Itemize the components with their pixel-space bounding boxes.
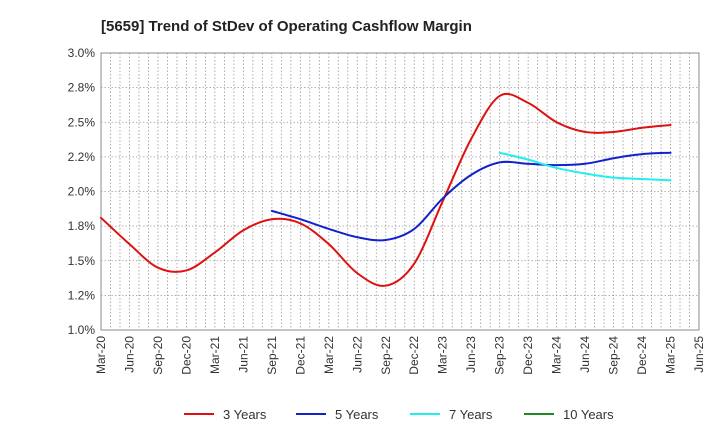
x-axis-ticks: Mar-20 Jun-20 Sep-20 Dec-20 Mar-21 Jun-21 Sep-… [94, 336, 706, 375]
grid-lines [101, 53, 699, 330]
x-tick-label: Mar-21 [208, 336, 222, 374]
x-tick-label: Jun-25 [692, 336, 706, 373]
x-tick-label: Sep-22 [379, 336, 393, 375]
legend: 3 Years 5 Years 7 Years 10 Years [184, 407, 614, 422]
series-line-5-years [270, 151, 672, 242]
series-line-7-years [498, 151, 672, 182]
x-tick-label: Sep-24 [607, 336, 621, 375]
y-tick-label: 1.8% [68, 219, 96, 233]
x-tick-label: Jun-20 [122, 336, 136, 373]
x-tick-label: Jun-22 [350, 336, 364, 373]
legend-label: 5 Years [335, 407, 379, 422]
x-tick-label: Jun-21 [236, 336, 250, 373]
x-tick-label: Dec-20 [179, 336, 193, 375]
x-tick-label: Mar-24 [550, 336, 564, 374]
series-lines [100, 92, 672, 287]
x-tick-label: Dec-23 [521, 336, 535, 375]
y-tick-label: 3.0% [68, 46, 96, 60]
y-tick-label: 2.5% [68, 115, 96, 129]
y-tick-label: 1.5% [68, 254, 96, 268]
x-tick-label: Dec-22 [407, 336, 421, 375]
y-tick-label: 1.0% [68, 323, 96, 337]
x-tick-label: Jun-23 [464, 336, 478, 373]
x-tick-label: Sep-20 [151, 336, 165, 375]
y-axis-ticks: 3.0% 2.8% 2.5% 2.2% 2.0% 1.8% 1.5% 1.2% 1.0% [68, 46, 96, 337]
x-tick-label: Jun-24 [578, 336, 592, 373]
x-tick-label: Dec-24 [635, 336, 649, 375]
y-tick-label: 2.2% [68, 150, 96, 164]
x-tick-label: Mar-20 [94, 336, 108, 374]
x-tick-label: Sep-23 [493, 336, 507, 375]
x-tick-label: Mar-23 [436, 336, 450, 374]
x-tick-label: Mar-22 [322, 336, 336, 374]
y-tick-label: 2.8% [68, 81, 96, 95]
legend-label: 3 Years [223, 407, 267, 422]
x-tick-label: Mar-25 [664, 336, 678, 374]
series-line-3-years [100, 92, 672, 287]
x-tick-label: Dec-21 [293, 336, 307, 375]
legend-label: 10 Years [563, 407, 614, 422]
y-tick-label: 2.0% [68, 185, 96, 199]
chart-title: [5659] Trend of StDev of Operating Cashf… [101, 18, 472, 35]
y-tick-label: 1.2% [68, 288, 96, 302]
x-tick-label: Sep-21 [265, 336, 279, 375]
legend-label: 7 Years [449, 407, 493, 422]
